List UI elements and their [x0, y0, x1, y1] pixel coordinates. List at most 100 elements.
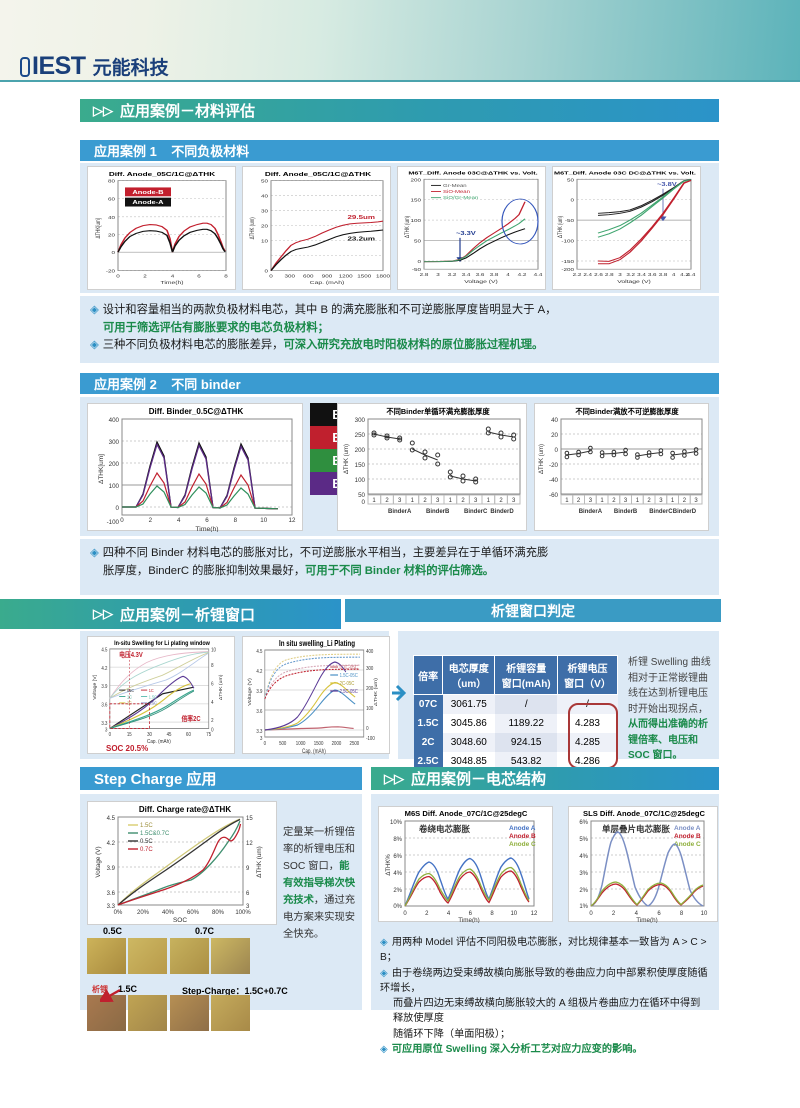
- svg-text:6%: 6%: [393, 854, 402, 860]
- svg-text:60: 60: [108, 197, 115, 202]
- svg-text:2: 2: [647, 498, 651, 504]
- svg-text:4.5: 4.5: [107, 816, 116, 822]
- svg-text:BinderC: BinderC: [649, 509, 673, 515]
- svg-text:20: 20: [108, 233, 115, 238]
- svg-text:1C: 1C: [149, 688, 154, 693]
- svg-text:29.5um: 29.5um: [347, 215, 375, 221]
- svg-text:3: 3: [694, 498, 698, 504]
- svg-text:0.7C-05C: 0.7C-05C: [340, 665, 359, 672]
- svg-text:In-situ Swelling for Li platin: In-situ Swelling for Li plating window: [114, 641, 210, 647]
- svg-text:40: 40: [261, 194, 268, 199]
- svg-text:-20: -20: [106, 269, 115, 274]
- svg-text:250: 250: [355, 432, 366, 439]
- svg-text:ΔTHK (um): ΔTHK (um): [256, 846, 263, 878]
- svg-text:0: 0: [109, 732, 112, 738]
- svg-text:Anode A: Anode A: [509, 825, 536, 832]
- svg-text:2.8: 2.8: [605, 273, 614, 278]
- svg-text:10: 10: [211, 647, 216, 653]
- svg-text:4.2: 4.2: [518, 273, 527, 278]
- svg-text:1.5C: 1.5C: [149, 694, 157, 699]
- svg-text:10: 10: [701, 911, 708, 917]
- svg-text:In situ swelling_Li Plating: In situ swelling_Li Plating: [279, 639, 355, 648]
- svg-text:3.6: 3.6: [101, 702, 107, 708]
- svg-text:60: 60: [186, 732, 191, 738]
- svg-text:2%: 2%: [579, 888, 588, 894]
- svg-text:1: 1: [600, 498, 604, 504]
- svg-text:400: 400: [109, 417, 120, 424]
- svg-text:0: 0: [116, 505, 120, 512]
- svg-text:1.5C&0.7C: 1.5C&0.7C: [140, 831, 170, 837]
- svg-text:3: 3: [659, 498, 663, 504]
- svg-text:3.3: 3.3: [101, 721, 107, 727]
- svg-text:BinderC: BinderC: [464, 509, 488, 515]
- svg-text:3.9: 3.9: [107, 866, 116, 872]
- svg-text:60%: 60%: [187, 910, 200, 916]
- svg-text:-150: -150: [561, 260, 574, 265]
- svg-text:2.5C-05C: 2.5C-05C: [340, 689, 359, 696]
- svg-text:2: 2: [612, 911, 616, 917]
- svg-text:500: 500: [279, 741, 286, 748]
- svg-text:3: 3: [474, 498, 478, 504]
- svg-text:ΔTHK[um]: ΔTHK[um]: [98, 454, 105, 484]
- svg-text:300: 300: [366, 666, 373, 673]
- svg-text:3: 3: [618, 273, 622, 278]
- svg-text:-50: -50: [565, 219, 574, 224]
- svg-text:5%: 5%: [579, 837, 588, 843]
- svg-text:20: 20: [261, 224, 268, 229]
- svg-text:2: 2: [683, 498, 687, 504]
- svg-text:Time(h): Time(h): [458, 917, 479, 923]
- svg-text:Anode A: Anode A: [674, 825, 701, 832]
- svg-text:Voltage [V]: Voltage [V]: [92, 675, 97, 700]
- svg-text:Anode B: Anode B: [674, 833, 701, 840]
- svg-text:200: 200: [366, 686, 373, 693]
- svg-text:4.5: 4.5: [101, 647, 107, 653]
- svg-text:0: 0: [362, 499, 366, 506]
- svg-text:ΔTHK%: ΔTHK%: [386, 854, 392, 876]
- svg-text:不同Binder单循环满充膨胀厚度: 不同Binder单循环满充膨胀厚度: [386, 407, 490, 416]
- svg-text:1800: 1800: [376, 274, 390, 279]
- svg-text:10: 10: [510, 911, 517, 917]
- svg-text:0: 0: [211, 727, 214, 733]
- svg-text:6: 6: [197, 274, 201, 279]
- svg-text:6%: 6%: [579, 820, 588, 826]
- svg-text:4: 4: [447, 911, 451, 917]
- svg-text:3.6: 3.6: [256, 709, 262, 716]
- svg-text:Voltage (V): Voltage (V): [617, 280, 651, 285]
- svg-text:50: 50: [261, 179, 268, 184]
- svg-text:M6T_Diff. Anode 03C@ΔTHK vs. V: M6T_Diff. Anode 03C@ΔTHK vs. Volt.: [408, 171, 538, 177]
- svg-text:4.2: 4.2: [107, 841, 116, 847]
- svg-text:50: 50: [414, 239, 421, 244]
- svg-text:4.2: 4.2: [256, 669, 262, 676]
- svg-text:2000: 2000: [332, 741, 342, 748]
- svg-text:0: 0: [555, 447, 559, 454]
- svg-text:0: 0: [264, 269, 268, 274]
- svg-text:3: 3: [436, 273, 440, 278]
- svg-text:05C: 05C: [127, 688, 134, 693]
- svg-text:50: 50: [358, 492, 365, 499]
- svg-text:1: 1: [372, 498, 376, 504]
- svg-text:SOC: SOC: [173, 917, 187, 924]
- svg-text:40%: 40%: [162, 910, 175, 916]
- svg-text:2: 2: [499, 498, 503, 504]
- svg-text:-60: -60: [549, 492, 559, 499]
- svg-text:40: 40: [108, 216, 115, 221]
- svg-text:3.9: 3.9: [256, 689, 262, 696]
- svg-text:3.9: 3.9: [101, 684, 107, 690]
- svg-text:Voltage (V): Voltage (V): [95, 846, 102, 877]
- svg-text:1: 1: [671, 498, 675, 504]
- svg-text:-100: -100: [561, 239, 574, 244]
- svg-text:1200: 1200: [339, 274, 353, 279]
- svg-text:3.6: 3.6: [476, 273, 485, 278]
- svg-text:300: 300: [355, 417, 366, 424]
- svg-text:100%: 100%: [235, 910, 251, 916]
- svg-text:8: 8: [224, 274, 228, 279]
- svg-text:4.4: 4.4: [687, 273, 696, 278]
- svg-text:4: 4: [177, 517, 181, 524]
- svg-text:BinderA: BinderA: [388, 509, 412, 515]
- svg-text:200: 200: [109, 461, 120, 468]
- svg-text:-100: -100: [107, 519, 120, 526]
- svg-text:300: 300: [109, 439, 120, 446]
- svg-text:6: 6: [246, 891, 250, 897]
- svg-text:不同Binder满放不可逆膨胀厚度: 不同Binder满放不可逆膨胀厚度: [575, 407, 679, 416]
- svg-text:Gr-Mean: Gr-Mean: [443, 184, 467, 189]
